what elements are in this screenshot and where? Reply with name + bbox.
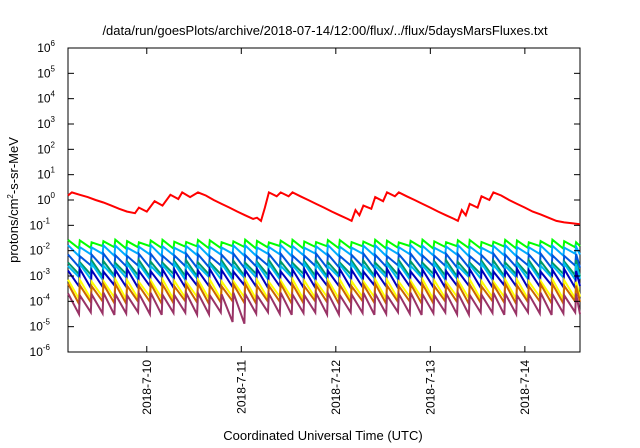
y-tick-label: 10-2 [30,242,51,258]
series-layer [67,190,581,325]
series-line-1 [67,190,581,226]
series-line-10 [67,289,581,325]
x-axis-label: Coordinated Universal Time (UTC) [223,428,422,443]
y-tick-label: 103 [37,115,55,131]
y-axis-ticks: 10-6 10-5 10-4 10-3 10-2 10-1 100 101 102 103 104 1… [30,39,580,359]
x-tick-label: 2018-7-14 [518,360,532,415]
y-axis-label-sup: 2 [6,194,15,199]
series-line-3 [67,242,581,259]
y-tick-label: 104 [37,90,55,106]
x-tick-label: 2018-7-12 [329,360,343,415]
y-tick-label: 106 [37,39,55,55]
y-tick-label: 102 [37,140,55,156]
y-tick-label: 100 [37,191,55,207]
y-tick-label: 10-4 [30,292,51,308]
y-tick-label: 10-6 [30,343,51,359]
y-axis-label-rest: -s-sr-MeV [6,137,21,194]
y-tick-label: 10-1 [30,216,51,232]
y-tick-label: 10-5 [30,318,51,334]
plot-area: 10-6 10-5 10-4 10-3 10-2 10-1 100 101 102 103 104 1… [30,39,581,415]
y-tick-label: 10-3 [30,267,51,283]
x-axis-ticks: 2018-7-10 2018-7-11 2018-7-12 2018-7-13 2018… [140,48,532,415]
x-tick-label: 2018-7-10 [140,360,154,415]
y-axis-label: protons/cm2-s-sr-MeV [6,137,21,263]
y-axis-label-base: protons/cm [6,199,21,263]
series-line-2 [67,237,581,251]
chart-title: /data/run/goesPlots/archive/2018-07-14/1… [102,23,548,38]
y-tick-label: 101 [37,166,55,182]
x-tick-label: 2018-7-11 [234,360,248,414]
y-tick-label: 105 [37,64,55,80]
x-tick-label: 2018-7-13 [423,360,437,415]
